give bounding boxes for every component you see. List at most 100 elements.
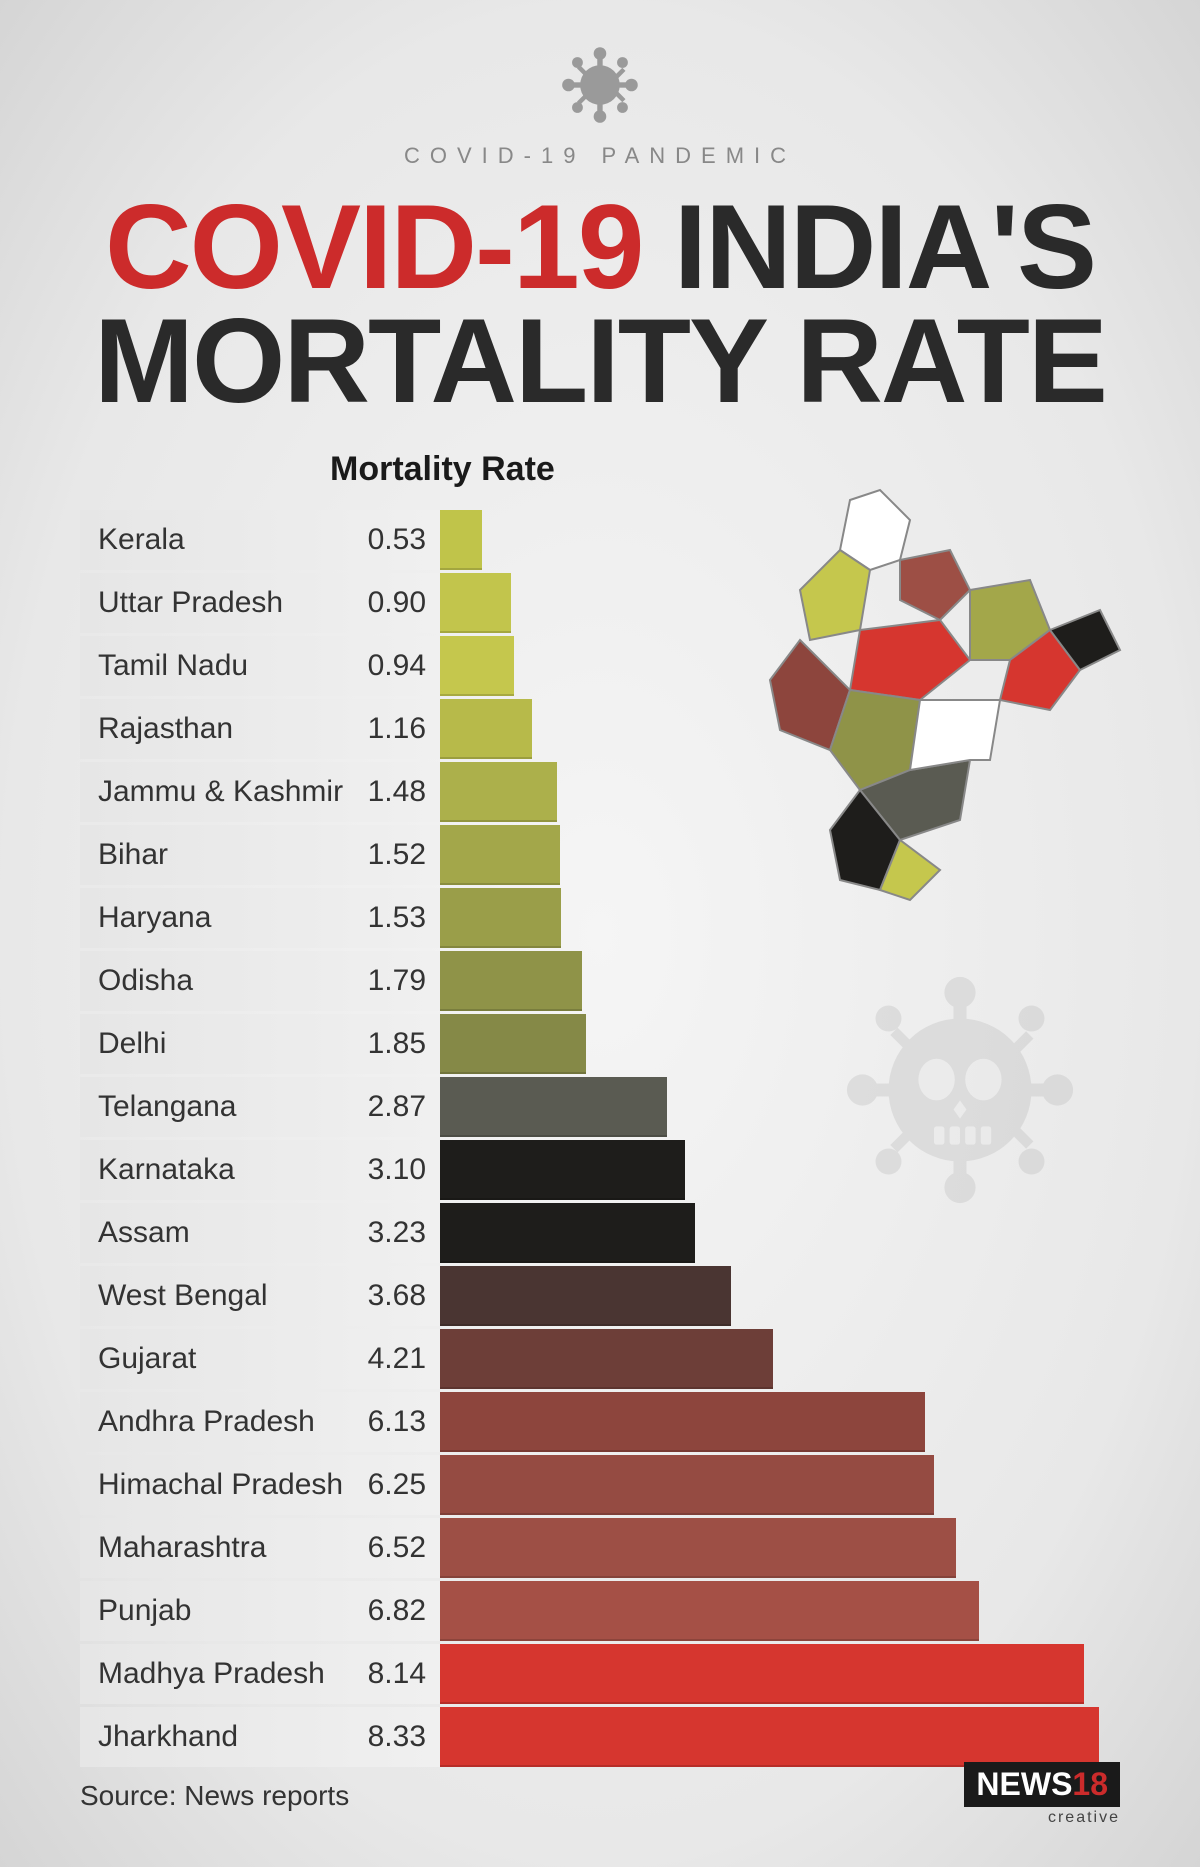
chart-label-cell: Jammu & Kashmir 1.48 xyxy=(80,762,440,822)
state-name: Jammu & Kashmir xyxy=(98,775,343,809)
bar xyxy=(440,1014,586,1074)
state-value: 8.33 xyxy=(368,1720,426,1754)
state-value: 2.87 xyxy=(368,1090,426,1124)
state-value: 1.79 xyxy=(368,964,426,998)
bar-cell xyxy=(440,1518,1120,1578)
logo-number: 18 xyxy=(1072,1766,1108,1802)
chart-label-cell: Odisha 1.79 xyxy=(80,951,440,1011)
chart-row: Maharashtra 6.52 xyxy=(80,1518,1120,1578)
state-name: Punjab xyxy=(98,1594,191,1628)
chart-row: Andhra Pradesh 6.13 xyxy=(80,1392,1120,1452)
state-name: Gujarat xyxy=(98,1342,196,1376)
state-name: Odisha xyxy=(98,964,193,998)
bar-cell xyxy=(440,1392,1120,1452)
bar xyxy=(440,1392,925,1452)
state-name: Assam xyxy=(98,1216,190,1250)
state-name: Uttar Pradesh xyxy=(98,586,283,620)
state-value: 1.85 xyxy=(368,1027,426,1061)
state-value: 1.53 xyxy=(368,901,426,935)
bar xyxy=(440,762,557,822)
state-name: Delhi xyxy=(98,1027,166,1061)
state-name: Maharashtra xyxy=(98,1531,266,1565)
chart-row: Himachal Pradesh 6.25 xyxy=(80,1455,1120,1515)
bar xyxy=(440,636,514,696)
state-name: Kerala xyxy=(98,523,185,557)
chart-label-cell: Maharashtra 6.52 xyxy=(80,1518,440,1578)
state-name: Haryana xyxy=(98,901,211,935)
header-badge: COVID-19 PANDEMIC xyxy=(404,40,796,169)
state-value: 3.23 xyxy=(368,1216,426,1250)
state-name: Telangana xyxy=(98,1090,236,1124)
chart-row: West Bengal 3.68 xyxy=(80,1266,1120,1326)
state-value: 0.90 xyxy=(368,586,426,620)
bar-cell xyxy=(440,1581,1120,1641)
state-value: 6.82 xyxy=(368,1594,426,1628)
chart-row: Jharkhand 8.33 xyxy=(80,1707,1120,1767)
chart-label-cell: Kerala 0.53 xyxy=(80,510,440,570)
chart-label-cell: Tamil Nadu 0.94 xyxy=(80,636,440,696)
title-line2: MORTALITY RATE xyxy=(0,304,1200,418)
chart-label-cell: Madhya Pradesh 8.14 xyxy=(80,1644,440,1704)
logo-brand: NEWS xyxy=(976,1766,1072,1802)
state-value: 0.94 xyxy=(368,649,426,683)
chart-label-cell: Himachal Pradesh 6.25 xyxy=(80,1455,440,1515)
chart-label-cell: Haryana 1.53 xyxy=(80,888,440,948)
state-value: 0.53 xyxy=(368,523,426,557)
news18-logo: NEWS18 creative xyxy=(964,1762,1120,1827)
bar xyxy=(440,825,560,885)
chart-label-cell: Gujarat 4.21 xyxy=(80,1329,440,1389)
logo-subtext: creative xyxy=(964,1809,1120,1827)
bar xyxy=(440,1518,956,1578)
state-name: Karnataka xyxy=(98,1153,235,1187)
bar xyxy=(440,1581,979,1641)
state-name: Madhya Pradesh xyxy=(98,1657,325,1691)
state-value: 3.68 xyxy=(368,1279,426,1313)
state-value: 6.25 xyxy=(368,1468,426,1502)
state-name: West Bengal xyxy=(98,1279,268,1313)
badge-text: COVID-19 PANDEMIC xyxy=(404,143,796,169)
state-name: Himachal Pradesh xyxy=(98,1468,343,1502)
state-value: 8.14 xyxy=(368,1657,426,1691)
state-name: Bihar xyxy=(98,838,168,872)
bar-cell xyxy=(440,1329,1120,1389)
state-value: 6.13 xyxy=(368,1405,426,1439)
virus-icon xyxy=(404,40,796,135)
chart-row: Madhya Pradesh 8.14 xyxy=(80,1644,1120,1704)
state-name: Tamil Nadu xyxy=(98,649,248,683)
chart-label-cell: West Bengal 3.68 xyxy=(80,1266,440,1326)
chart-label-cell: Andhra Pradesh 6.13 xyxy=(80,1392,440,1452)
chart-label-cell: Assam 3.23 xyxy=(80,1203,440,1263)
bar xyxy=(440,1266,731,1326)
bar xyxy=(440,699,532,759)
chart-label-cell: Rajasthan1.16 xyxy=(80,699,440,759)
virus-skull-icon xyxy=(830,960,1090,1225)
chart-label-cell: Punjab 6.82 xyxy=(80,1581,440,1641)
state-value: 1.48 xyxy=(368,775,426,809)
bar xyxy=(440,510,482,570)
chart-label-cell: Telangana 2.87 xyxy=(80,1077,440,1137)
bar xyxy=(440,951,582,1011)
chart-label-cell: Karnataka3.10 xyxy=(80,1140,440,1200)
bar xyxy=(440,1644,1084,1704)
state-name: Andhra Pradesh xyxy=(98,1405,315,1439)
chart-label-cell: Bihar 1.52 xyxy=(80,825,440,885)
bar xyxy=(440,1140,685,1200)
india-map xyxy=(710,480,1130,910)
bar xyxy=(440,1455,934,1515)
state-name: Jharkhand xyxy=(98,1720,238,1754)
chart-subtitle: Mortality Rate xyxy=(330,450,555,489)
chart-label-cell: Jharkhand 8.33 xyxy=(80,1707,440,1767)
page-title: COVID-19 INDIA'S MORTALITY RATE xyxy=(0,190,1200,418)
state-value: 4.21 xyxy=(368,1342,426,1376)
chart-label-cell: Delhi 1.85 xyxy=(80,1014,440,1074)
state-value: 1.52 xyxy=(368,838,426,872)
state-value: 6.52 xyxy=(368,1531,426,1565)
bar xyxy=(440,888,561,948)
bar-cell xyxy=(440,1266,1120,1326)
bar xyxy=(440,1329,773,1389)
bar-cell xyxy=(440,1455,1120,1515)
state-name: Rajasthan xyxy=(98,712,233,746)
bar-cell xyxy=(440,1644,1120,1704)
chart-row: Gujarat 4.21 xyxy=(80,1329,1120,1389)
bar-cell xyxy=(440,1707,1120,1767)
